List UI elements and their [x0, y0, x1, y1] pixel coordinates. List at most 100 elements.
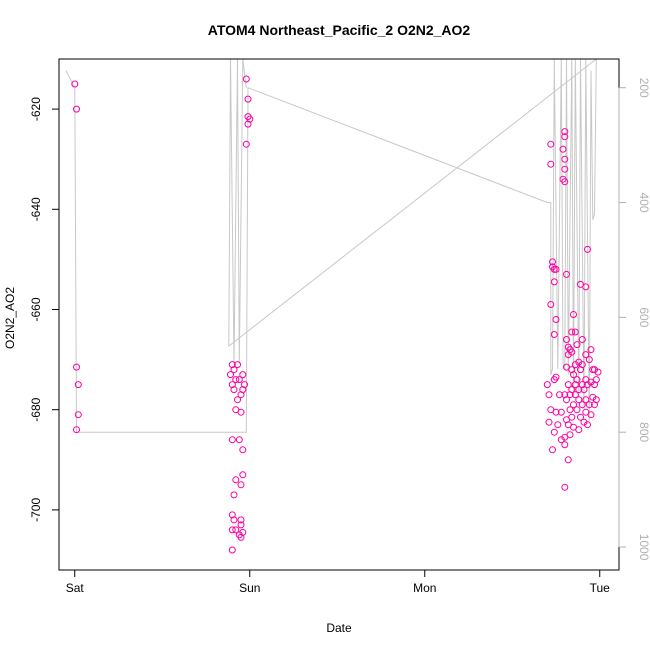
data-point — [564, 351, 572, 359]
data-point — [577, 413, 584, 421]
data-point — [74, 411, 82, 419]
data-point — [561, 178, 569, 186]
right-y-tick-label: 1000 — [637, 534, 650, 561]
data-point — [561, 128, 569, 136]
data-point — [570, 311, 577, 318]
right-y-tick-label: 800 — [637, 422, 650, 442]
data-point — [566, 391, 574, 399]
data-point — [549, 258, 556, 266]
data-point — [543, 381, 551, 389]
data-point — [578, 336, 586, 343]
data-point — [591, 381, 598, 389]
data-point — [580, 386, 588, 394]
data-point — [242, 140, 250, 148]
data-point — [585, 401, 593, 409]
data-point — [564, 456, 572, 464]
x-tick-label: Mon — [413, 581, 436, 595]
data-point — [237, 408, 245, 416]
data-point — [232, 526, 240, 534]
data-point — [584, 245, 591, 253]
data-point — [237, 521, 245, 529]
data-point — [554, 421, 562, 429]
right-y-tick-label: 400 — [637, 193, 650, 213]
data-point — [239, 446, 247, 454]
data-point — [585, 356, 593, 364]
data-point — [564, 381, 572, 389]
data-point — [577, 366, 584, 374]
data-point — [235, 376, 243, 384]
data-point — [575, 426, 583, 434]
data-point — [571, 381, 579, 389]
data-point — [73, 105, 80, 113]
y-axis-right: 200 400 600 800 1000 — [618, 78, 650, 561]
data-point — [241, 381, 248, 389]
data-point — [545, 418, 553, 426]
data-point — [568, 328, 576, 336]
data-point — [578, 401, 586, 409]
x-tick-label: Sun — [239, 581, 260, 595]
data-point — [552, 408, 560, 416]
data-point — [230, 386, 238, 394]
data-point — [550, 376, 558, 384]
data-point — [227, 371, 234, 379]
data-point — [230, 366, 238, 374]
data-point — [591, 401, 598, 409]
data-point — [230, 516, 238, 524]
data-point — [570, 401, 577, 409]
data-point — [568, 366, 576, 374]
data-point — [235, 436, 243, 444]
data-point — [547, 160, 555, 168]
y-tick-label: -620 — [29, 97, 43, 121]
data-point — [73, 363, 80, 371]
data-point — [557, 436, 565, 444]
right-y-tick-label: 200 — [637, 78, 650, 98]
x-tick-label: Tue — [590, 581, 611, 595]
x-tick-label: Sat — [66, 581, 85, 595]
data-point — [578, 381, 586, 389]
data-point — [545, 391, 553, 399]
data-point — [571, 361, 579, 369]
data-point — [547, 140, 555, 148]
data-point — [552, 316, 560, 323]
data-point — [73, 426, 80, 434]
data-point — [228, 526, 236, 534]
y-axis-label: O2N2_AO2 — [3, 287, 17, 349]
data-point — [244, 120, 252, 128]
data-point — [563, 270, 570, 278]
data-point — [237, 516, 245, 524]
data-point — [549, 446, 556, 454]
data-point — [582, 396, 590, 404]
data-point — [582, 351, 590, 359]
data-point — [561, 133, 569, 141]
data-point — [566, 431, 574, 439]
data-point — [584, 381, 591, 389]
data-point — [234, 396, 241, 404]
data-point — [582, 283, 590, 291]
data-point — [561, 391, 569, 399]
data-point — [228, 361, 236, 369]
right-y-tick-label: 600 — [637, 307, 650, 327]
data-point — [232, 376, 240, 384]
data-point — [71, 80, 79, 88]
data-point — [559, 145, 567, 153]
data-point — [550, 278, 558, 286]
data-point — [561, 165, 569, 173]
data-point — [552, 265, 560, 273]
data-point — [232, 476, 240, 484]
data-point — [575, 386, 583, 394]
y-axis: -620 -640 -660 -680 -700 — [29, 97, 60, 522]
y-tick-label: -640 — [29, 197, 43, 221]
data-point — [550, 331, 558, 338]
x-axis-label: Date — [326, 621, 352, 635]
data-point — [557, 408, 565, 416]
data-point — [242, 75, 250, 83]
y-tick-label: -680 — [29, 397, 43, 421]
data-point — [239, 386, 247, 394]
data-point — [571, 328, 579, 336]
data-point — [234, 361, 241, 369]
data-point — [550, 428, 558, 436]
data-point — [239, 471, 247, 479]
data-point — [228, 381, 236, 389]
